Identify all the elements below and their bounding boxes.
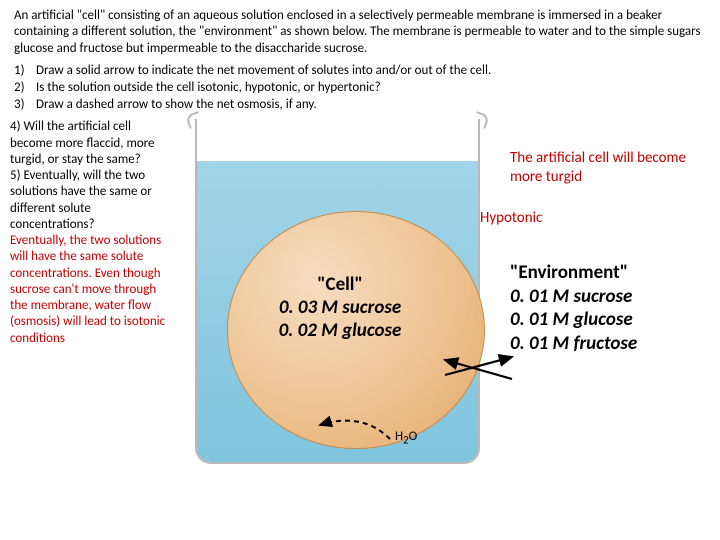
left-text-column: 4) Will the artificial cell become more …	[10, 119, 170, 347]
intro-paragraph: An artificial "cell" consisting of an aq…	[0, 0, 720, 61]
q1-text: Draw a solid arrow to indicate the net m…	[36, 63, 491, 80]
h2o-O: O	[409, 429, 418, 444]
question-5: 5) Eventually, will the two solutions ha…	[10, 168, 170, 233]
h2o-H: H	[395, 429, 403, 444]
h2o-label: H2O	[395, 429, 417, 447]
right-text-column: The artificial cell will become more tur…	[510, 149, 710, 356]
env-title: "Environment"	[510, 261, 710, 285]
question-3: 3) Draw a dashed arrow to show the net o…	[14, 97, 706, 114]
env-sucrose: 0. 01 M sucrose	[510, 285, 632, 308]
answer-4: The artificial cell will become more tur…	[510, 149, 710, 187]
cell-title: "Cell"	[235, 274, 445, 297]
q3-text: Draw a dashed arrow to show the net osmo…	[36, 97, 317, 114]
cell-glucose: 0. 02 M glucose	[279, 319, 402, 342]
diagram-area: 4) Will the artificial cell become more …	[0, 119, 720, 489]
q2-text: Is the solution outside the cell isotoni…	[36, 80, 381, 97]
env-glucose: 0. 01 M glucose	[510, 308, 633, 331]
q3-num: 3)	[14, 97, 36, 114]
env-fructose: 0. 01 M fructose	[510, 332, 637, 355]
environment-block: "Environment" 0. 01 M sucrose 0. 01 M gl…	[510, 261, 710, 356]
question-list: 1) Draw a solid arrow to indicate the ne…	[0, 61, 720, 120]
question-2: 2) Is the solution outside the cell isot…	[14, 80, 706, 97]
beaker-diagram: "Cell" 0. 03 M sucrose 0. 02 M glucose H…	[175, 119, 500, 489]
answer-5: Eventually, the two solutions will have …	[10, 233, 170, 347]
cell-contents-label: "Cell" 0. 03 M sucrose 0. 02 M glucose	[235, 274, 445, 342]
question-1: 1) Draw a solid arrow to indicate the ne…	[14, 63, 706, 80]
q2-num: 2)	[14, 80, 36, 97]
q1-num: 1)	[14, 63, 36, 80]
cell-sucrose: 0. 03 M sucrose	[279, 296, 401, 319]
question-4: 4) Will the artificial cell become more …	[10, 119, 170, 168]
